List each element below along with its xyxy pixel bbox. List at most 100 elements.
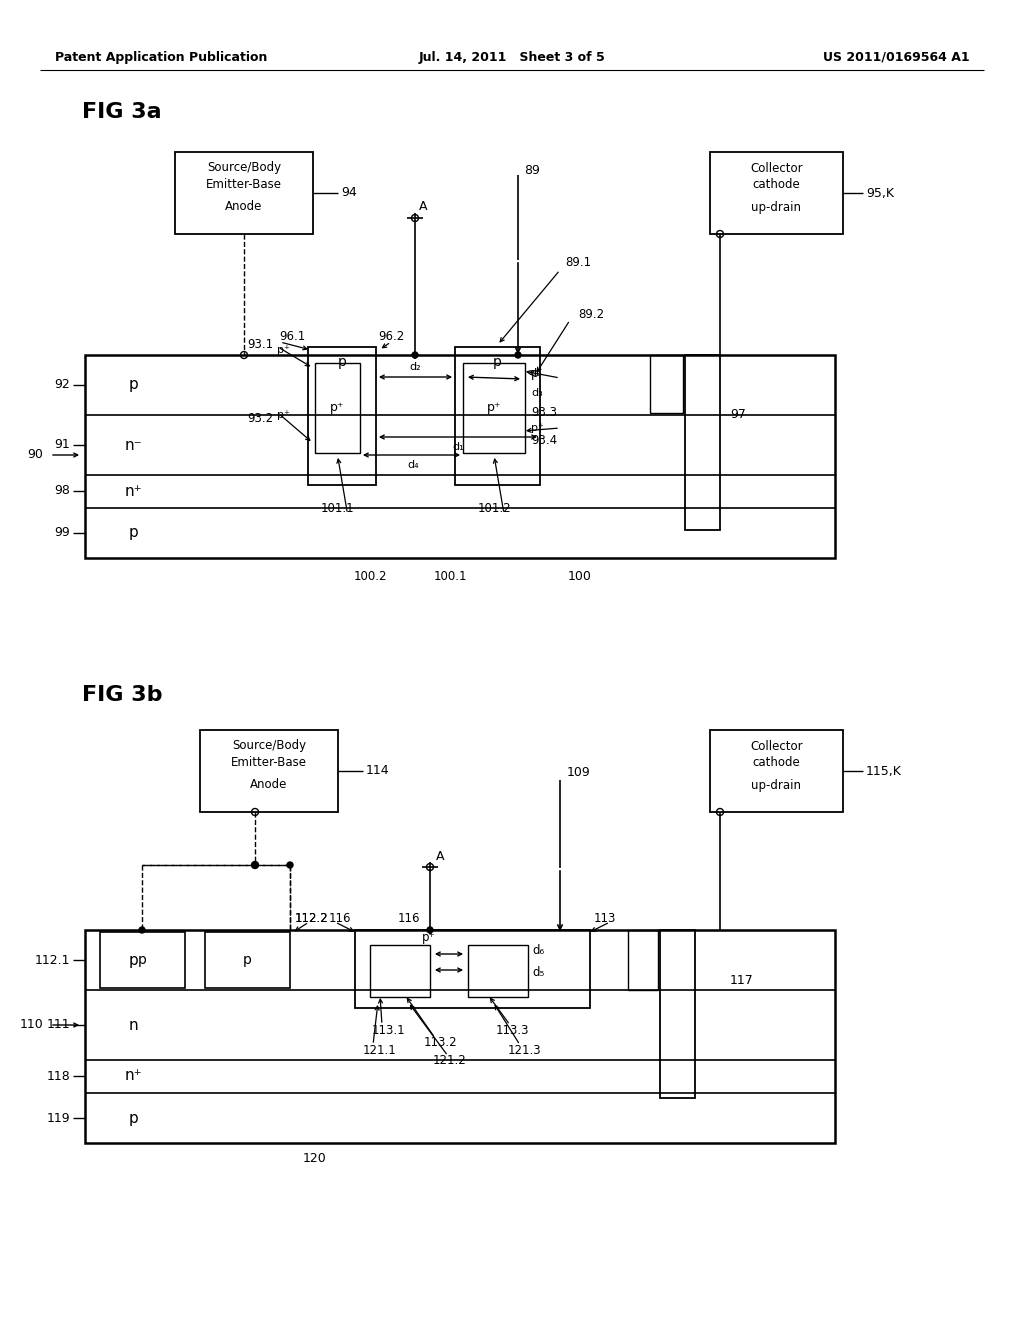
Text: 113.2: 113.2 <box>423 1035 457 1048</box>
Bar <box>85 931 835 1143</box>
Text: 112.1: 112.1 <box>35 953 70 966</box>
Text: d₃: d₃ <box>531 388 543 399</box>
Text: 120: 120 <box>303 1152 327 1166</box>
Text: p⁺: p⁺ <box>422 931 436 944</box>
Bar <box>315 363 360 453</box>
Circle shape <box>427 927 433 933</box>
Text: cathode: cathode <box>753 178 801 191</box>
Text: 99: 99 <box>54 527 70 540</box>
Text: 117: 117 <box>730 974 754 986</box>
Text: 96.1: 96.1 <box>280 330 306 343</box>
Text: p⁺: p⁺ <box>331 401 345 414</box>
Text: d₁: d₁ <box>453 442 464 451</box>
Text: d₆: d₆ <box>532 945 544 957</box>
Text: p: p <box>128 1110 138 1126</box>
Text: 116: 116 <box>329 912 351 924</box>
Text: 111: 111 <box>46 1019 70 1031</box>
Text: p: p <box>128 378 138 392</box>
Text: Source/Body: Source/Body <box>207 161 281 174</box>
Text: FIG 3a: FIG 3a <box>82 102 162 121</box>
Bar <box>650 355 683 413</box>
Text: 91: 91 <box>54 438 70 451</box>
Bar <box>200 730 338 812</box>
Text: p⁺: p⁺ <box>486 401 502 414</box>
Bar <box>100 932 185 987</box>
Text: 97: 97 <box>730 408 745 421</box>
Text: d₂: d₂ <box>410 362 421 372</box>
Text: 110: 110 <box>19 1019 43 1031</box>
Text: 121.3: 121.3 <box>507 1044 541 1056</box>
Text: 90: 90 <box>27 449 43 462</box>
Text: 98: 98 <box>54 484 70 498</box>
Text: d₃: d₃ <box>529 368 541 378</box>
Text: 119: 119 <box>46 1111 70 1125</box>
Bar <box>710 152 843 234</box>
Text: 95,K: 95,K <box>866 186 894 199</box>
Text: 118: 118 <box>46 1069 70 1082</box>
Circle shape <box>515 352 521 358</box>
Text: Patent Application Publication: Patent Application Publication <box>55 50 267 63</box>
Text: p⁺: p⁺ <box>278 411 290 420</box>
Text: 96.2: 96.2 <box>378 330 404 343</box>
Text: 115,K: 115,K <box>866 764 902 777</box>
Text: 100.2: 100.2 <box>353 569 387 582</box>
Text: Emitter-Base: Emitter-Base <box>231 756 307 770</box>
Bar <box>468 945 528 997</box>
Text: n⁻: n⁻ <box>124 437 141 453</box>
Text: p: p <box>128 953 138 968</box>
Text: 113.3: 113.3 <box>496 1023 528 1036</box>
Bar <box>205 932 290 987</box>
Text: FIG 3b: FIG 3b <box>82 685 163 705</box>
Text: 113: 113 <box>594 912 616 924</box>
Text: A: A <box>436 850 444 863</box>
Text: A: A <box>419 201 427 214</box>
Bar <box>370 945 430 997</box>
Text: 101.1: 101.1 <box>321 502 354 515</box>
Text: n⁺: n⁺ <box>124 1068 141 1084</box>
Bar <box>463 363 525 453</box>
Bar <box>628 931 658 990</box>
Text: 113.1: 113.1 <box>371 1023 404 1036</box>
Text: 121.2: 121.2 <box>433 1053 467 1067</box>
Text: 101.2: 101.2 <box>477 502 511 515</box>
Circle shape <box>287 862 293 869</box>
Text: p⁺: p⁺ <box>531 422 544 433</box>
Text: 114: 114 <box>366 764 389 777</box>
Text: up-drain: up-drain <box>752 779 802 792</box>
Text: n: n <box>128 1018 138 1032</box>
Text: 93.3: 93.3 <box>531 407 557 420</box>
Text: 89.1: 89.1 <box>565 256 591 268</box>
Text: p: p <box>338 355 346 370</box>
Text: 93.1: 93.1 <box>247 338 273 351</box>
Bar <box>685 355 720 531</box>
Text: p⁺: p⁺ <box>278 345 290 355</box>
Bar <box>175 152 313 234</box>
Text: 93.2: 93.2 <box>247 412 273 425</box>
Text: US 2011/0169564 A1: US 2011/0169564 A1 <box>823 50 970 63</box>
Bar <box>710 730 843 812</box>
Text: 116: 116 <box>397 912 420 924</box>
Text: 94: 94 <box>341 186 356 199</box>
Circle shape <box>139 927 145 933</box>
Text: p: p <box>128 525 138 540</box>
Text: Collector: Collector <box>751 739 803 752</box>
Text: d₅: d₅ <box>532 966 544 979</box>
Text: 109: 109 <box>567 766 591 779</box>
Text: cathode: cathode <box>753 756 801 770</box>
Text: Source/Body: Source/Body <box>232 739 306 752</box>
Bar <box>355 931 590 1008</box>
Text: 92: 92 <box>54 379 70 392</box>
Text: 100.1: 100.1 <box>433 569 467 582</box>
Bar <box>308 347 376 484</box>
Text: 100: 100 <box>568 569 592 582</box>
Text: Emitter-Base: Emitter-Base <box>206 178 282 191</box>
Text: up-drain: up-drain <box>752 201 802 214</box>
Circle shape <box>412 352 418 358</box>
Circle shape <box>252 862 258 869</box>
Text: p: p <box>494 355 502 370</box>
Text: 112.2: 112.2 <box>295 912 329 924</box>
Text: d₄: d₄ <box>408 459 419 470</box>
Bar <box>455 347 540 484</box>
Text: p: p <box>531 367 539 380</box>
Text: p: p <box>243 953 252 968</box>
